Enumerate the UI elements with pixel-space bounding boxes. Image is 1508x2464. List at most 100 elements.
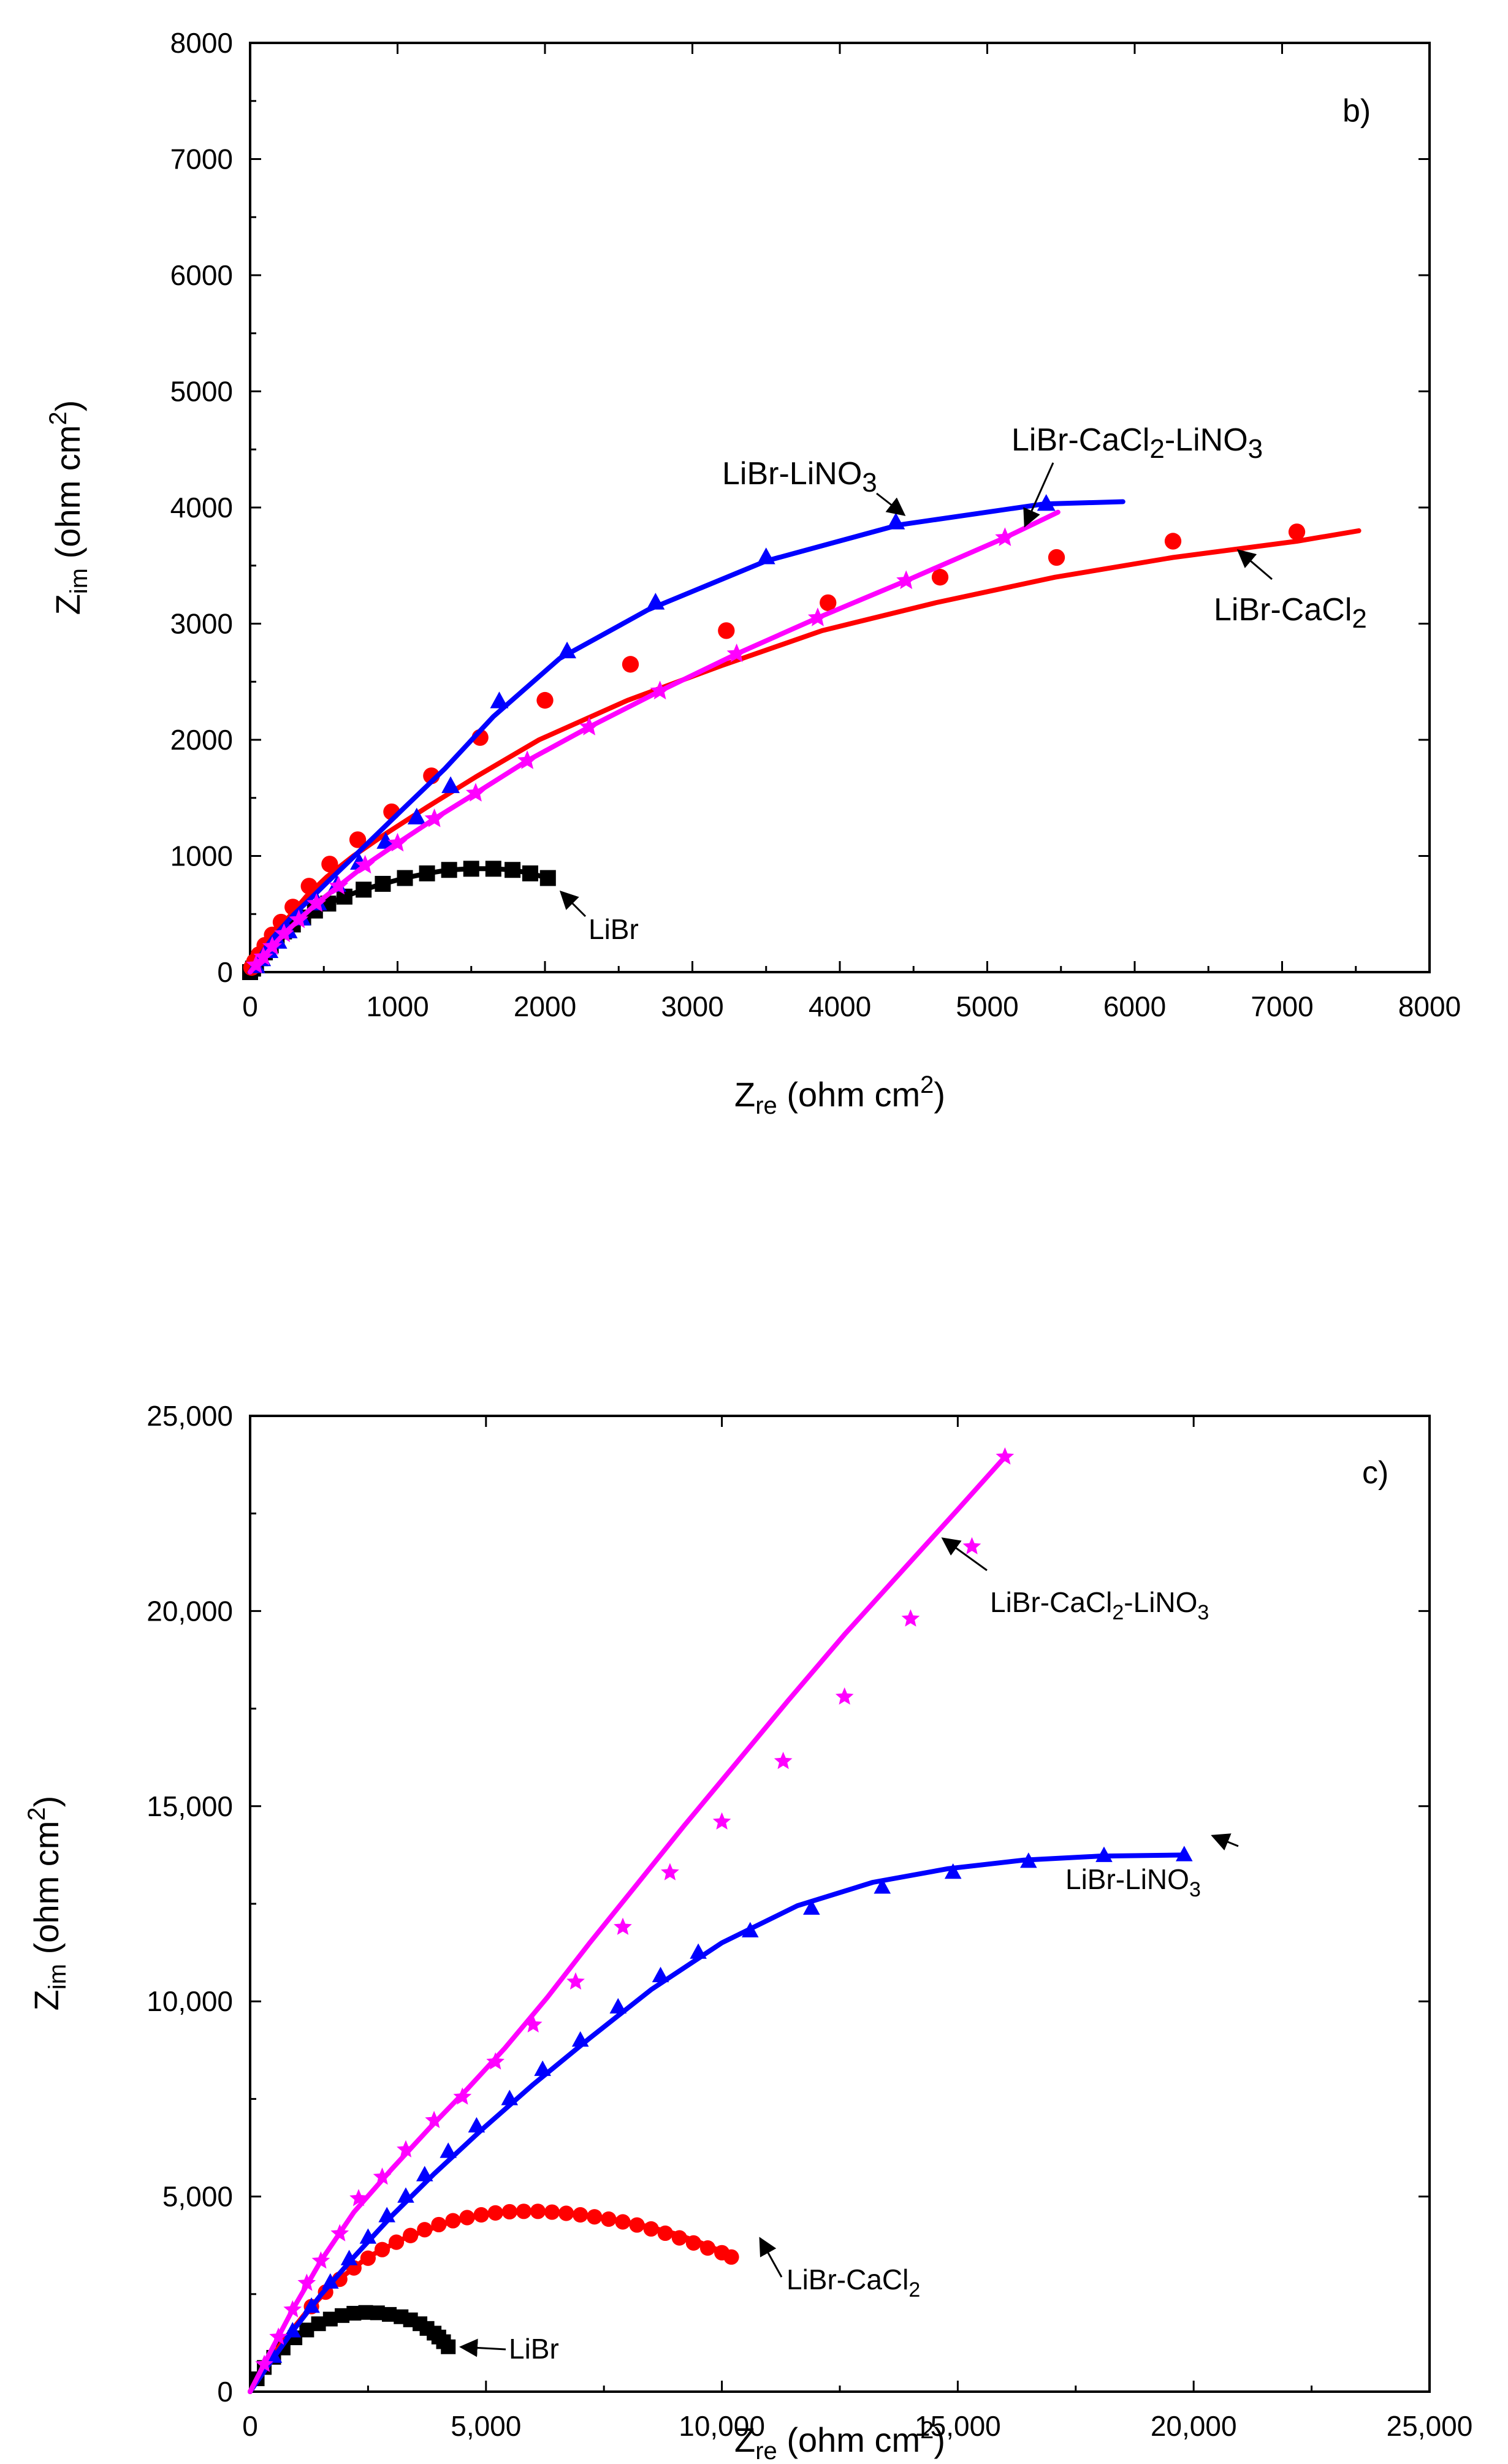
series-line: [248, 499, 1125, 975]
data-point-triangle-marker: [490, 691, 509, 709]
chart-panel-b: 0 1000 2000 3000 4000 5000 6000 7000 8000 0 1000 2…: [45, 27, 1461, 1119]
annotation-label: LiBr-LiNO3: [722, 456, 877, 498]
data-point-circle-marker: [388, 2234, 405, 2250]
data-point-triangle-marker: [886, 512, 905, 530]
axis-ticks: [249, 1415, 1431, 2393]
data-point-circle-marker: [601, 2211, 617, 2227]
x-tick-label: 25,000: [1387, 2410, 1473, 2442]
data-point-square-marker: [485, 861, 501, 877]
data-point-triangle-marker: [690, 1943, 707, 1959]
annotation-libr-lino3: LiBr-LiNO3: [722, 456, 906, 516]
data-point-triangle-marker: [646, 593, 665, 610]
x-tick-label: 4000: [809, 991, 871, 1022]
data-point-triangle-marker: [468, 2116, 486, 2133]
y-tick-label: 7000: [170, 143, 233, 175]
data-point-circle-marker: [657, 2225, 673, 2242]
data-point-circle-marker: [629, 2217, 645, 2233]
data-point-star-marker: [349, 2189, 368, 2207]
data-point-triangle-marker: [440, 2142, 457, 2158]
data-point-circle-marker: [573, 2207, 588, 2223]
data-point-star-marker: [579, 717, 600, 736]
data-point-triangle-marker: [501, 2089, 519, 2105]
data-point-circle-marker: [473, 2207, 489, 2223]
data-point-circle-marker: [459, 2210, 475, 2226]
data-point-square-marker: [505, 862, 521, 878]
data-point-star-marker: [807, 607, 828, 626]
data-point-circle-marker: [643, 2221, 659, 2237]
data-point-square-marker: [539, 870, 556, 886]
data-point-circle-marker: [615, 2214, 631, 2230]
data-point-star-marker: [397, 2140, 415, 2158]
x-tick-label: 0: [242, 991, 258, 1022]
y-tick-label: 8000: [170, 27, 233, 59]
data-point-circle-marker: [931, 569, 949, 586]
data-point-triangle-marker: [571, 2031, 589, 2047]
series-libr-cacl2-lino3: [246, 509, 1061, 975]
annotation-arrow: [759, 2237, 783, 2278]
data-point-star-marker: [996, 1447, 1015, 1465]
data-point-triangle-marker: [1176, 1846, 1193, 1861]
y-tick-label: 6000: [170, 259, 233, 291]
data-point-star-marker: [262, 936, 283, 955]
data-point-triangle-marker: [534, 2060, 551, 2076]
y-axis-title: Zim (ohm cm2): [23, 1796, 71, 2011]
data-point-triangle-marker: [322, 2273, 339, 2289]
data-point-star-marker: [962, 1537, 981, 1554]
data-point-circle-marker: [544, 2204, 560, 2220]
data-point-circle-marker: [374, 2242, 390, 2257]
data-point-circle-marker: [403, 2227, 419, 2243]
series-libr-cacl2-lino3: [248, 1447, 1015, 2394]
annotation-libr-cacl2: LiBr-CaCl2: [759, 2237, 920, 2302]
annotation-label: LiBr-CaCl2-LiNO3: [990, 1586, 1209, 1624]
data-point-triangle-marker: [397, 2187, 414, 2203]
annotation-label: LiBr-CaCl2-LiNO3: [1011, 422, 1263, 464]
series-layer: [248, 1447, 1193, 2394]
data-point-star-marker: [835, 1687, 854, 1705]
data-point-star-marker: [269, 2327, 288, 2345]
x-tick-label: 0: [242, 2410, 258, 2442]
data-point-star-marker: [614, 1917, 632, 1935]
plot-frame: [249, 1415, 1431, 2393]
annotation-label: LiBr: [509, 2333, 559, 2365]
plot-frame: [249, 42, 1431, 973]
data-point-star-marker: [373, 2167, 392, 2185]
data-point-triangle-marker: [558, 641, 577, 659]
data-point-square-marker: [356, 881, 372, 898]
annotation-label: LiBr-CaCl2: [786, 2264, 920, 2302]
y-tick-label: 2000: [170, 724, 233, 756]
x-tick-label: 5000: [956, 991, 1018, 1022]
y-tick-label: 15,000: [147, 1790, 233, 1822]
x-axis-title: Zre (ohm cm2): [734, 1071, 945, 1119]
annotation-arrow: [559, 890, 587, 918]
data-point-star-marker: [995, 527, 1015, 546]
data-point-square-marker: [522, 865, 538, 881]
annotation-libr-lino3: LiBr-LiNO3: [1065, 1833, 1239, 1901]
annotation-arrow: [876, 492, 906, 516]
data-point-star-marker: [517, 750, 538, 769]
data-point-star-marker: [355, 854, 375, 874]
data-point-star-marker: [246, 954, 266, 974]
data-point-triangle-marker: [416, 2166, 433, 2181]
series-libr-cacl2: [243, 523, 1361, 976]
y-tick-label: 20,000: [147, 1595, 233, 1627]
x-tick-label: 20,000: [1151, 2410, 1237, 2442]
data-point-square-marker: [441, 2339, 456, 2354]
x-tick-label: 10,000: [679, 2410, 765, 2442]
data-point-triangle-marker: [741, 1922, 759, 1937]
x-tick-label: 5,000: [451, 2410, 521, 2442]
panel-label: c): [1362, 1455, 1388, 1491]
data-point-triangle-marker: [874, 1878, 891, 1894]
data-point-star-marker: [307, 893, 327, 912]
data-point-star-marker: [253, 946, 273, 965]
data-point-circle-marker: [685, 2235, 702, 2251]
y-axis-title: Zim (ohm cm2): [45, 400, 93, 615]
data-point-circle-marker: [536, 691, 554, 709]
data-point-star-marker: [774, 1752, 793, 1770]
data-point-triangle-marker: [1095, 1846, 1113, 1862]
data-point-circle-marker: [431, 2216, 447, 2233]
annotation-libr: LiBr: [459, 2333, 559, 2365]
data-point-circle-marker: [360, 2250, 376, 2266]
x-tick-label: 2000: [514, 991, 576, 1022]
data-point-star-marker: [311, 2251, 330, 2269]
y-tick-label: 10,000: [147, 1985, 233, 2017]
